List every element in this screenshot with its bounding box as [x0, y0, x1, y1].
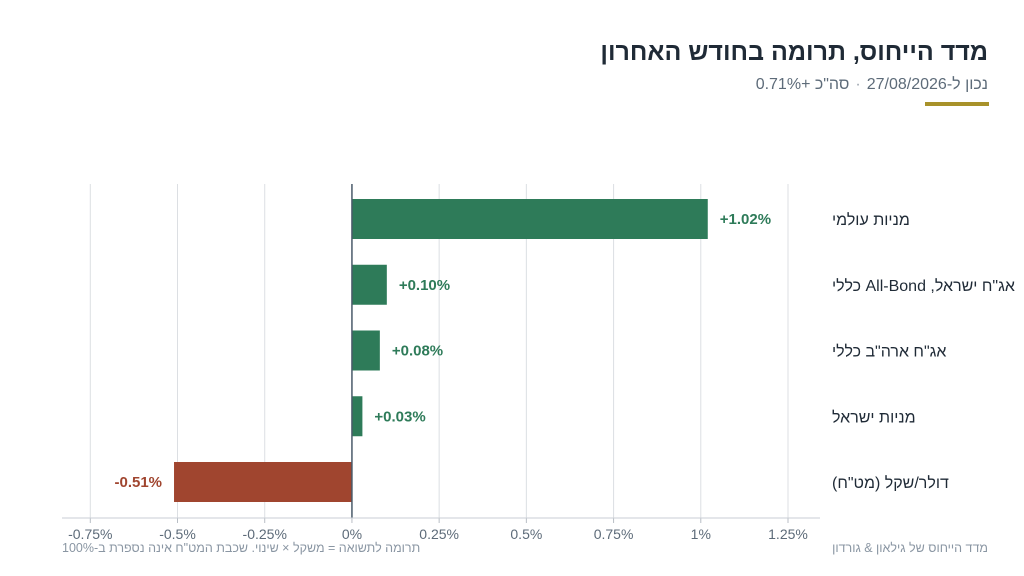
chart-title: מדד הייחוס, תרומה בחודש האחרון: [600, 38, 988, 66]
x-tick-label: 0.75%: [594, 526, 634, 542]
bar: [351, 396, 363, 437]
title-accent-bar: [925, 102, 989, 106]
value-label: -0.51%: [114, 474, 162, 491]
x-tick-label: 0.25%: [419, 526, 459, 542]
category-label: מניות ישראל: [832, 408, 916, 426]
bar: [351, 199, 708, 239]
total-contribution: סה"כ +0.71%: [755, 76, 850, 93]
value-label: +0.03%: [374, 408, 425, 425]
footer-source: מדד הייחוס של גילאון & גורדון: [832, 541, 988, 555]
value-label: +1.02%: [720, 211, 771, 228]
x-axis-ticks: -0.75% -0.5% -0.25% 0% 0.25% 0.5% 0.75% 1% 1.25%: [62, 517, 820, 542]
value-labels: +1.02% +0.10% +0.08% +0.03% -0.51%: [114, 211, 771, 491]
bar: [351, 330, 380, 371]
bar: [174, 462, 352, 502]
x-tick-label: -0.25%: [243, 526, 287, 542]
category-labels: מניות עולמי אג"ח ישראל, All-Bond כללי אג"ח…: [832, 211, 1015, 492]
x-tick-label: -0.75%: [68, 526, 112, 542]
x-tick-label: 1.25%: [768, 526, 808, 542]
bars: [174, 199, 708, 502]
value-label: +0.08%: [392, 343, 443, 360]
chart-subtitle: נכון ל-27/08/2026 · סה"כ +0.71%: [756, 76, 988, 94]
category-label: אג"ח ארה"ב כללי: [832, 343, 946, 361]
category-label: אג"ח ישראל, All-Bond כללי: [832, 277, 1015, 295]
category-label: דולר/שקל (מט"ח): [832, 474, 949, 492]
bar: [351, 264, 387, 305]
category-label: מניות עולמי: [832, 211, 910, 229]
x-tick-label: 1%: [691, 526, 711, 542]
x-tick-label: 0%: [342, 526, 362, 542]
x-tick-label: -0.5%: [159, 526, 196, 542]
value-label: +0.10%: [399, 277, 450, 294]
x-tick-label: 0.5%: [510, 526, 542, 542]
footer-note: תרומה לתשואה = משקל × שינוי. שכבת המט"ח …: [62, 541, 421, 555]
as-of-date: נכון ל-27/08/2026: [866, 76, 988, 93]
separator-dot: ·: [855, 76, 861, 93]
